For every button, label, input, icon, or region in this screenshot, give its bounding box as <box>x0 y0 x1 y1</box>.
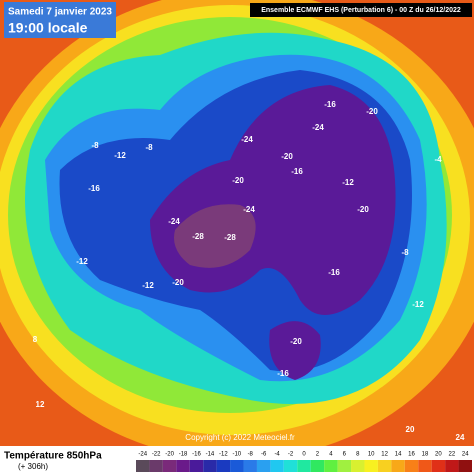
scale-swatch <box>337 460 352 472</box>
scale-label: 0 <box>302 452 306 458</box>
contour-label: -24 <box>243 205 255 214</box>
run: Ensemble ECMWF EHS (Perturbation 6) - 00… <box>261 7 461 14</box>
scale-swatch <box>431 460 446 472</box>
contour-label: 8 <box>33 335 38 344</box>
contour-label: 20 <box>406 425 415 434</box>
contour-label: -20 <box>366 107 378 116</box>
scale-label: 8 <box>356 452 360 458</box>
contour-label: -16 <box>277 369 289 378</box>
scale-swatch <box>404 460 419 472</box>
contour-label: -24 <box>241 135 253 144</box>
scale-label: 20 <box>435 452 442 458</box>
contour-label: -12 <box>76 257 88 266</box>
time: 19:00 locale <box>8 20 88 36</box>
contour-label: -20 <box>290 337 302 346</box>
contour-label: -8 <box>91 141 99 150</box>
scale-swatch <box>162 460 177 472</box>
scale-label: 10 <box>368 452 375 458</box>
scale-label: 4 <box>329 452 333 458</box>
contour-label: -16 <box>88 184 100 193</box>
contour-label: -28 <box>224 233 236 242</box>
contour-label: -16 <box>291 167 303 176</box>
contour-label: 24 <box>456 433 465 442</box>
contour-label: -12 <box>342 178 354 187</box>
scale-label: 12 <box>381 452 388 458</box>
contour-label: -20 <box>232 176 244 185</box>
scale-swatch <box>418 460 432 472</box>
contour-label: -8 <box>145 143 153 152</box>
contour-label: -20 <box>357 205 369 214</box>
run-box <box>250 3 472 17</box>
cold-core <box>174 204 256 268</box>
scale-label: -24 <box>138 452 147 458</box>
scale-swatch <box>256 460 271 472</box>
copyright: Copyright (c) 2022 Meteociel.fr <box>185 433 295 442</box>
scale-label: 16 <box>408 452 415 458</box>
scale-swatch <box>136 460 150 472</box>
variable: Température 850hPa <box>4 451 102 462</box>
scale-swatch <box>297 460 311 472</box>
scale-swatch <box>270 460 284 472</box>
scale-swatch <box>243 460 257 472</box>
contour-label: -8 <box>401 248 409 257</box>
scale-swatch <box>445 460 459 472</box>
scale-label: -12 <box>219 452 228 458</box>
contour-label: -12 <box>142 281 154 290</box>
contour-label: -16 <box>328 268 340 277</box>
contour-label: -20 <box>281 152 293 161</box>
scale-label: -22 <box>152 452 161 458</box>
scale-swatch <box>203 460 217 472</box>
scale-swatch <box>216 460 231 472</box>
scale-swatch <box>230 460 244 472</box>
contour-label: -12 <box>114 151 126 160</box>
lead: (+ 306h) <box>18 462 48 471</box>
band-purple-south <box>269 321 321 380</box>
contour-label: -24 <box>168 217 180 226</box>
scale-label: 18 <box>422 452 429 458</box>
scale-label: -16 <box>192 452 201 458</box>
scale-swatch <box>189 460 204 472</box>
scale-label: 14 <box>395 452 402 458</box>
scale-label: -8 <box>248 452 254 458</box>
scale-swatch <box>364 460 378 472</box>
scale-label: 22 <box>448 452 455 458</box>
contour-label: 12 <box>36 400 45 409</box>
contour-label: -12 <box>412 300 424 309</box>
scale-label: -14 <box>206 452 215 458</box>
scale-swatch <box>149 460 163 472</box>
scale-swatch <box>458 460 472 472</box>
scale-swatch <box>310 460 325 472</box>
contour-label: -20 <box>172 278 184 287</box>
scale-swatch <box>351 460 365 472</box>
scale-swatch <box>176 460 190 472</box>
scale-label: -6 <box>261 452 267 458</box>
scale-swatch <box>391 460 405 472</box>
scale-label: -18 <box>179 452 188 458</box>
scale-swatch <box>283 460 298 472</box>
scale-label: 24 <box>462 452 469 458</box>
scale-label: -20 <box>165 452 174 458</box>
contour-label: -28 <box>192 232 204 241</box>
scale-label: -2 <box>288 452 294 458</box>
date: Samedi 7 janvier 2023 <box>8 7 112 18</box>
contour-label: -24 <box>312 123 324 132</box>
scale-label: 6 <box>343 452 347 458</box>
scale-swatch <box>377 460 392 472</box>
contour-label: -16 <box>324 100 336 109</box>
scale-label: -4 <box>274 452 280 458</box>
scale-swatch <box>324 460 338 472</box>
date-box <box>4 2 116 38</box>
scale-label: -10 <box>232 452 241 458</box>
contour-label: -4 <box>434 155 442 164</box>
scale-label: 2 <box>316 452 320 458</box>
